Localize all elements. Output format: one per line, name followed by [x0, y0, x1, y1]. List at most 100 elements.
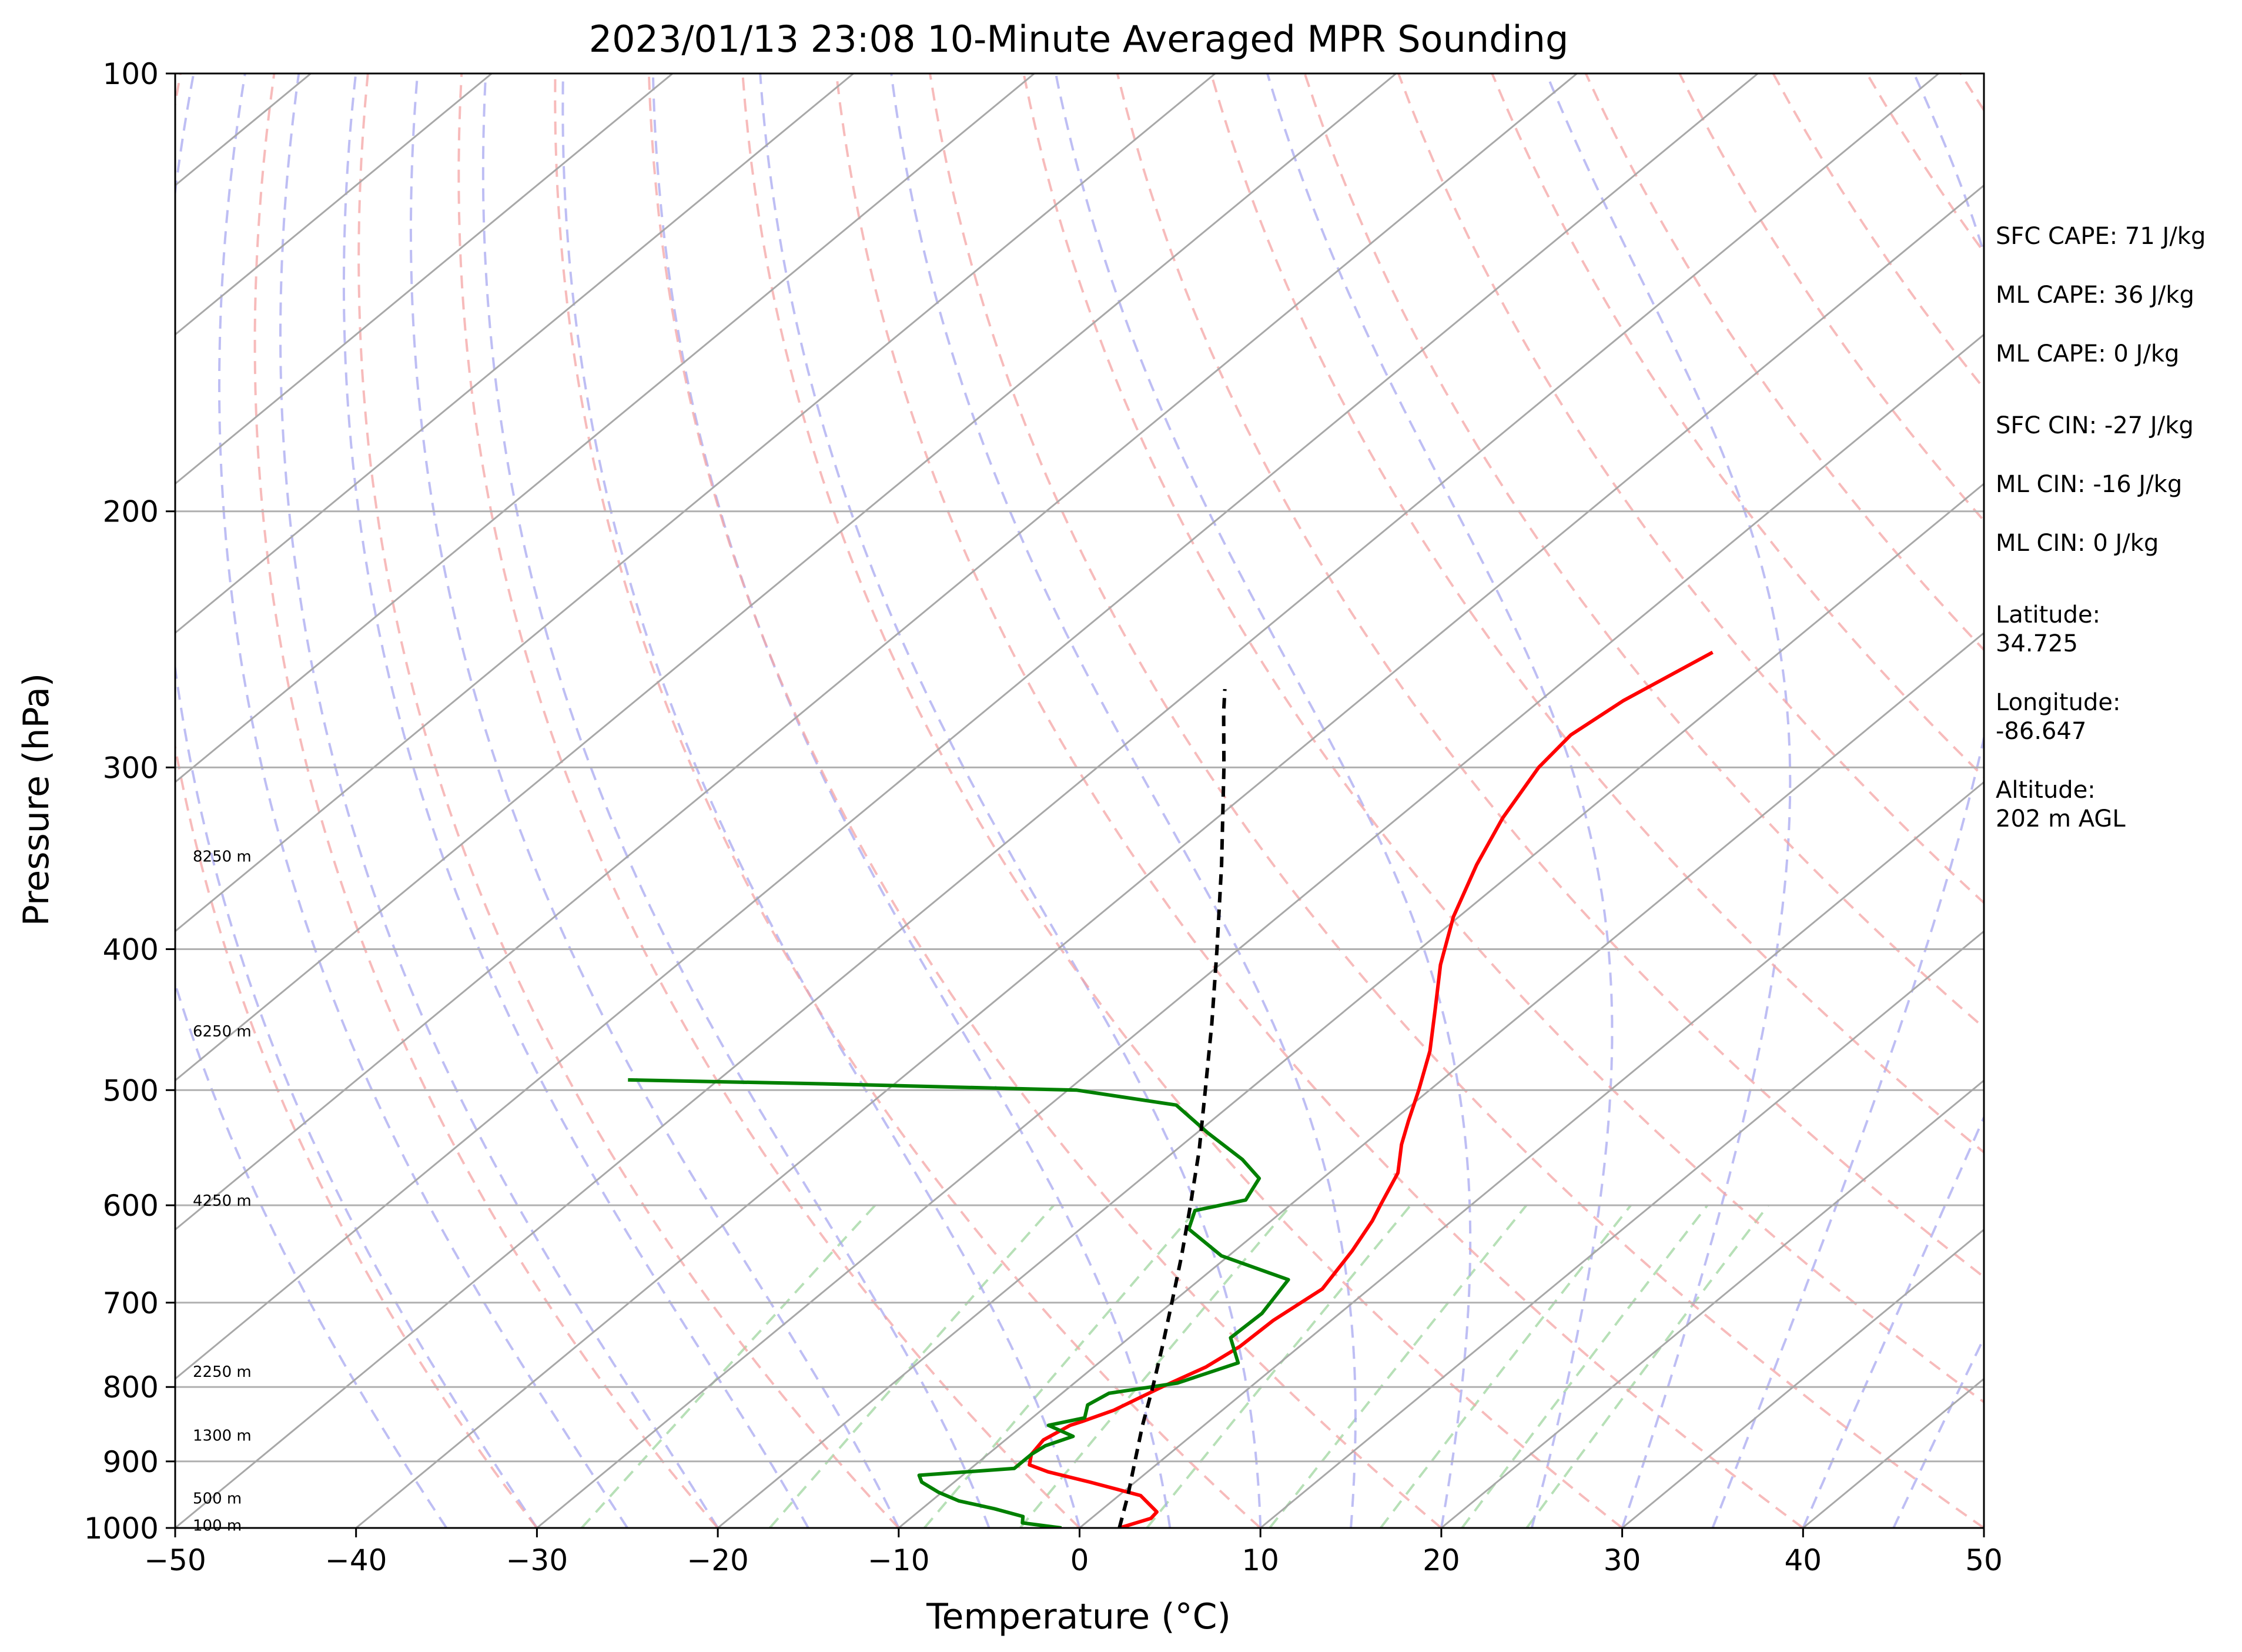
ml-cape-text: ML CAPE: 36 J/kg	[1996, 282, 2194, 309]
y-tick-label: 300	[103, 751, 159, 785]
moist-adiabat-line	[1055, 73, 1472, 1528]
dry-adiabat-line	[554, 73, 1261, 1528]
isotherm-line	[175, 73, 674, 485]
chart-title: 2023/01/13 23:08 10-Minute Averaged MPR …	[589, 18, 1569, 61]
moist-adiabat-line	[175, 979, 448, 1528]
moist-adiabat-line	[1892, 1335, 1984, 1528]
moist-adiabat-line	[890, 73, 1357, 1528]
isotherm-line	[355, 184, 1984, 1528]
moist-adiabat-line	[651, 73, 1172, 1528]
y-tick-label: 500	[103, 1074, 159, 1108]
dry-adiabat-line	[457, 73, 1080, 1528]
side-info-panel: SFC CAPE: 71 J/kg ML CAPE: 36 J/kg ML CA…	[1996, 223, 2206, 832]
moist-adiabat-line	[1266, 73, 1614, 1528]
altitude-label: Altitude:	[1996, 777, 2096, 804]
parcel-profile	[1117, 688, 1227, 1528]
sounding-series	[628, 650, 1714, 1528]
y-tick-label: 400	[103, 932, 159, 967]
isotherm-line	[1079, 781, 1984, 1528]
dry-adiabat-line	[1210, 73, 1984, 1154]
x-tick-label: −20	[687, 1543, 749, 1577]
y-tick-label: 100	[103, 57, 159, 91]
longitude-value: -86.647	[1996, 718, 2086, 745]
x-tick-label: 0	[1070, 1543, 1089, 1577]
moist-adiabat-line	[561, 73, 1081, 1528]
y-tick-label: 1000	[84, 1511, 159, 1546]
isotherm-line	[1440, 1079, 1984, 1528]
isotherm-line	[175, 73, 493, 336]
dry-adiabat-line	[1397, 73, 1984, 905]
dry-adiabat-line	[1303, 73, 1984, 1029]
dewpoint-profile	[628, 1078, 1290, 1528]
mixing-ratio-line	[580, 1204, 876, 1528]
moist-adiabat-line	[1711, 73, 1984, 1528]
y-tick-label: 700	[103, 1286, 159, 1320]
moist-adiabat-line	[759, 73, 1262, 1528]
ml-cin-text: ML CIN: -16 J/kg	[1996, 471, 2182, 498]
isotherm-line	[175, 73, 854, 634]
dry-adiabats	[175, 73, 1984, 1528]
isotherm-line	[1260, 930, 1984, 1528]
dry-adiabat-line	[253, 73, 719, 1528]
y-axis-label: Pressure (hPa)	[16, 673, 57, 926]
height-label: 8250 m	[193, 848, 252, 866]
isotherm-line	[175, 73, 1940, 1528]
isotherm-line	[717, 482, 1984, 1528]
temperature-profile	[1028, 650, 1714, 1528]
dry-adiabat-line	[741, 73, 1623, 1528]
dry-adiabat-line	[1116, 73, 1984, 1279]
x-tick-label: 40	[1784, 1543, 1822, 1577]
mixing-ratio-line	[768, 1204, 1055, 1528]
isotherm-line	[175, 73, 1035, 784]
x-tick-label: −50	[144, 1543, 206, 1577]
latitude-value: 34.725	[1996, 630, 2078, 657]
x-tick-label: 30	[1604, 1543, 1641, 1577]
altitude-value: 202 m AGL	[1996, 805, 2126, 832]
ml-cape-text: ML CAPE: 0 J/kg	[1996, 340, 2179, 367]
y-tick-label: 900	[103, 1445, 159, 1479]
isotherm-line	[175, 73, 1578, 1231]
isotherm-line	[175, 73, 1216, 932]
dry-adiabat-line	[929, 73, 1984, 1528]
isotherm-line	[175, 73, 1759, 1380]
isotherm-line	[175, 73, 1397, 1082]
x-axis-ticks: −50 −40 −30 −20 −10 0 10 20 30 40 50	[144, 1528, 2003, 1577]
height-label: 100 m	[193, 1517, 242, 1535]
plot-area	[175, 73, 1984, 1528]
height-label: 500 m	[193, 1490, 242, 1507]
longitude-label: Longitude:	[1996, 689, 2120, 716]
isotherm-line	[1621, 1228, 1984, 1528]
height-label: 4250 m	[193, 1192, 252, 1210]
sfc-cape-text: SFC CAPE: 71 J/kg	[1996, 223, 2206, 250]
x-tick-label: 20	[1423, 1543, 1460, 1577]
dry-adiabat-line	[175, 73, 538, 1528]
x-tick-label: −40	[325, 1543, 387, 1577]
height-label: 2250 m	[193, 1363, 252, 1381]
latitude-label: Latitude:	[1996, 601, 2100, 628]
dry-adiabat-line	[835, 73, 1804, 1528]
height-label: 6250 m	[193, 1023, 252, 1041]
ml-cin-text: ML CIN: 0 J/kg	[1996, 530, 2159, 557]
moist-adiabat-line	[342, 73, 809, 1528]
x-axis-label: Temperature (°C)	[926, 1596, 1231, 1637]
moist-adiabat-line	[481, 73, 991, 1528]
isotherm-line	[898, 631, 1984, 1528]
moist-adiabat-line	[1802, 1114, 1984, 1528]
isotherm-gridlines	[175, 73, 1984, 1528]
y-tick-label: 200	[103, 495, 159, 529]
isotherm-line	[536, 333, 1984, 1528]
x-tick-label: 10	[1242, 1543, 1279, 1577]
y-tick-label: 600	[103, 1189, 159, 1223]
dry-adiabat-line	[647, 73, 1443, 1528]
sfc-cin-text: SFC CIN: -27 J/kg	[1996, 412, 2194, 439]
x-tick-label: −30	[506, 1543, 568, 1577]
height-label: 1300 m	[193, 1427, 252, 1445]
x-tick-label: −10	[868, 1543, 930, 1577]
y-tick-label: 800	[103, 1370, 159, 1404]
y-axis-ticks: 1000 900 800 700 600 500 400 300 200 100	[84, 57, 175, 1546]
height-labels: 100 m 500 m 1300 m 2250 m 4250 m 6250 m 8250 m	[193, 848, 252, 1535]
moist-adiabats	[175, 73, 1984, 1528]
dry-adiabat-line	[357, 73, 900, 1528]
